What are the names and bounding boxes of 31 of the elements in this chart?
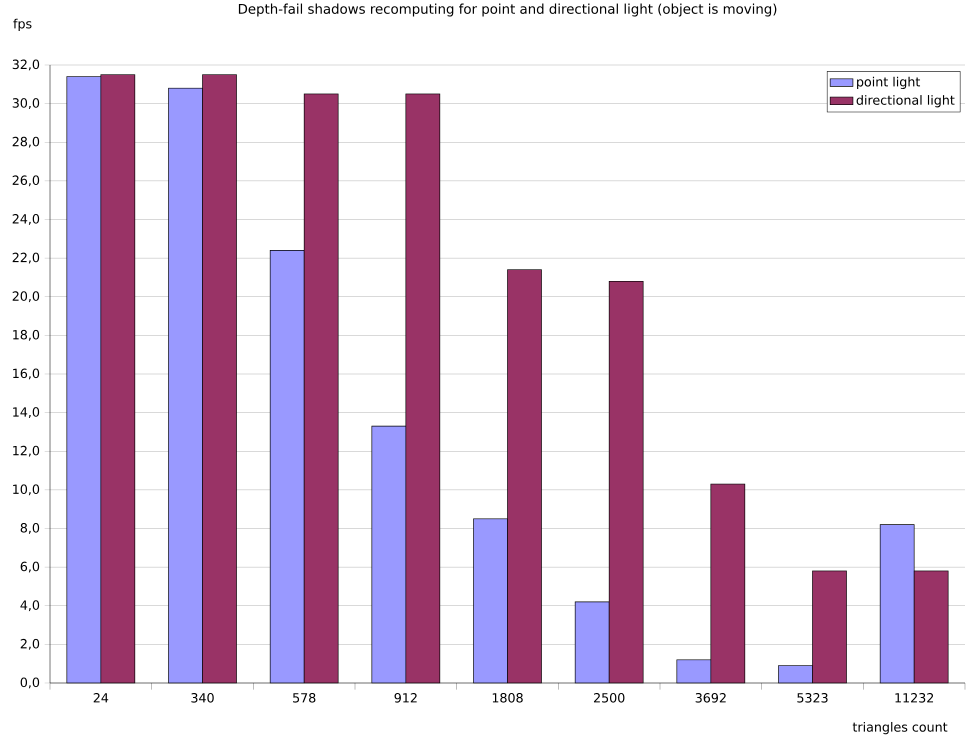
y-tick-label: 2,0: [20, 638, 40, 650]
chart-title: Depth-fail shadows recomputing for point and directional light (object is moving): [238, 4, 776, 16]
x-tick-label: 340: [191, 693, 214, 703]
y-tick-label: 12,0: [13, 446, 40, 457]
legend-label: point light: [857, 76, 920, 90]
y-tick-label: 18,0: [13, 330, 40, 341]
legend-label: directional light: [856, 95, 955, 108]
y-tick-label: 6,0: [20, 562, 40, 573]
y-tick-label: 30,0: [12, 98, 40, 110]
y-tick-label: 8,0: [20, 523, 40, 534]
x-tick-label: 578: [293, 693, 316, 703]
x-tick-label: 3692: [696, 693, 726, 703]
y-tick-label: 20,0: [12, 291, 40, 302]
y-tick-label: 26,0: [12, 175, 40, 186]
x-tick-label: 2500: [594, 693, 624, 703]
x-tick-label: 11232: [895, 693, 934, 703]
y-tick-label: 32,0: [12, 60, 40, 70]
y-axis-title: fps: [13, 18, 32, 31]
y-tick-label: 14,0: [13, 407, 40, 418]
x-tick-label: 24: [94, 693, 108, 702]
y-tick-label: 16,0: [13, 368, 40, 380]
y-tick-label: 10,0: [13, 484, 40, 496]
y-tick-label: 28,0: [12, 136, 40, 148]
x-tick-label: 912: [394, 693, 417, 703]
y-tick-label: 4,0: [20, 600, 40, 612]
y-tick-label: 24,0: [12, 214, 40, 225]
x-axis-title: triangles count: [852, 722, 948, 734]
y-tick-label: 22,0: [12, 252, 40, 264]
y-tick-label: 0,0: [20, 678, 40, 688]
x-tick-label: 5323: [797, 693, 828, 703]
x-tick-label: 1808: [492, 693, 523, 703]
